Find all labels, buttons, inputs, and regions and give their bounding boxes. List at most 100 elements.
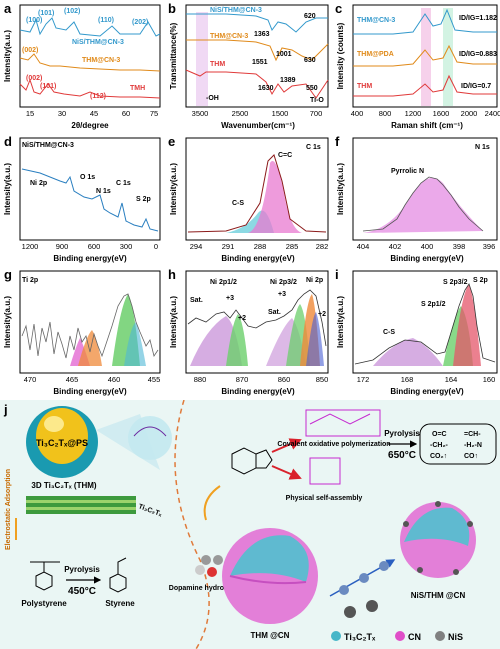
- svg-text:288: 288: [254, 242, 267, 251]
- svg-text:396: 396: [483, 242, 496, 251]
- xrd-chart: (101) (102) (100) (110) (202) (002) (002…: [3, 4, 161, 130]
- svg-text:Electrostatic Adsorption: Electrostatic Adsorption: [5, 469, 12, 550]
- svg-text:THM: THM: [357, 83, 372, 90]
- svg-text:Intensity(a.u.): Intensity(a.u.): [3, 163, 12, 215]
- svg-text:Ni 2p: Ni 2p: [30, 180, 47, 187]
- svg-text:(102): (102): [64, 8, 80, 15]
- svg-text:CO₂↑: CO₂↑: [430, 453, 447, 460]
- svg-text:THM@CN-3: THM@CN-3: [210, 33, 248, 40]
- panel-e-c1s: e C 1s C-S C=C 294 291 288 285 282 Bindi…: [166, 133, 333, 266]
- styrene-structure-icon: [109, 557, 127, 593]
- panel-letter: j: [4, 402, 8, 417]
- svg-text:THM @CN: THM @CN: [251, 631, 290, 640]
- svg-text:Styrene: Styrene: [105, 599, 135, 608]
- svg-text:Dopamine hydrochloride: Dopamine hydrochloride: [169, 585, 252, 592]
- svg-text:Intensity (counts): Intensity (counts): [336, 22, 345, 89]
- svg-text:291: 291: [222, 242, 235, 251]
- polystyrene-structure-icon: [30, 561, 60, 591]
- svg-text:Ti 2p: Ti 2p: [22, 277, 38, 284]
- svg-text:O=C: O=C: [432, 431, 447, 438]
- panel-g-ti2p: g Ti 2p 470 465 460 455 Binding energy(e…: [0, 266, 166, 400]
- svg-text:450°C: 450°C: [68, 586, 96, 597]
- svg-text:600: 600: [88, 242, 101, 251]
- svg-text:620: 620: [304, 13, 316, 20]
- svg-text:Sat.: Sat.: [268, 309, 281, 316]
- panel-letter: f: [335, 134, 340, 149]
- svg-text:282: 282: [316, 242, 329, 251]
- svg-text:NiS/THM@CN-3: NiS/THM@CN-3: [72, 39, 124, 46]
- svg-text:Wavenumber(cm⁻¹): Wavenumber(cm⁻¹): [221, 121, 295, 130]
- panel-letter: b: [168, 1, 176, 16]
- svg-text:CN: CN: [408, 632, 421, 642]
- svg-text:C 1s: C 1s: [306, 144, 321, 151]
- svg-text:700: 700: [310, 109, 323, 118]
- svg-text:(110): (110): [98, 17, 114, 24]
- svg-text:ID/IG=0.7: ID/IG=0.7: [461, 83, 491, 90]
- svg-text:Ti₃C₂Tₓ: Ti₃C₂Tₓ: [137, 503, 163, 518]
- svg-text:75: 75: [150, 109, 158, 118]
- svg-text:630: 630: [304, 57, 316, 64]
- svg-text:O 1s: O 1s: [80, 174, 95, 181]
- legend-swatch-nis: [435, 631, 445, 641]
- svg-text:(101): (101): [38, 10, 54, 17]
- svg-text:3D Ti₃C₂Tₓ (THM): 3D Ti₃C₂Tₓ (THM): [31, 481, 96, 490]
- svg-text:Intensity(a.u.): Intensity(a.u.): [169, 296, 178, 348]
- svg-text:Ni 2p1/2: Ni 2p1/2: [210, 279, 237, 286]
- panel-letter: g: [4, 267, 12, 282]
- svg-text:N 1s: N 1s: [475, 144, 490, 151]
- svg-text:850: 850: [316, 375, 329, 384]
- svg-text:404: 404: [357, 242, 370, 251]
- svg-text:=CH-: =CH-: [464, 431, 481, 438]
- thm-cn-sphere-icon: [222, 528, 318, 624]
- legend-swatch-ti3c2tx: [331, 631, 341, 641]
- svg-text:Binding energy(eV): Binding energy(eV): [53, 254, 127, 263]
- panel-d-xps-survey: d NiS/THM@CN-3 Ni 2p O 1s N 1s C 1s S 2p…: [0, 133, 166, 266]
- svg-text:C-S: C-S: [232, 200, 244, 207]
- svg-text:C-S: C-S: [383, 329, 395, 336]
- panel-c-raman: c THM@CN-3 THM@PDA THM ID/IG=1.182 ID/IG…: [333, 0, 500, 133]
- svg-text:Ti₃C₂Tₓ: Ti₃C₂Tₓ: [344, 632, 376, 642]
- svg-text:S 2p3/2: S 2p3/2: [443, 279, 468, 286]
- svg-text:160: 160: [483, 375, 496, 384]
- svg-text:Polystyrene: Polystyrene: [21, 599, 67, 608]
- svg-text:870: 870: [236, 375, 249, 384]
- xps-survey-chart: NiS/THM@CN-3 Ni 2p O 1s N 1s C 1s S 2p 1…: [3, 137, 161, 263]
- svg-text:400: 400: [421, 242, 434, 251]
- panel-letter: i: [335, 267, 339, 282]
- panel-b-ftir: b NiS/THM@CN-3 THM@CN-3 THM 620 1363 100…: [166, 0, 333, 133]
- svg-text:900: 900: [56, 242, 69, 251]
- svg-text:1200: 1200: [405, 109, 422, 118]
- ni2p-chart: Ni 2p Ni 2p1/2 Ni 2p3/2 Sat. +3 +2 Sat. …: [169, 270, 329, 396]
- svg-text:THM@CN-3: THM@CN-3: [357, 17, 395, 24]
- panel-f-n1s: f N 1s Pyrrolic N 404 402 400 398 396 Bi…: [333, 133, 500, 266]
- nis-thm-cn-sphere-icon: [400, 501, 476, 578]
- svg-text:C 1s: C 1s: [116, 180, 131, 187]
- svg-text:398: 398: [453, 242, 466, 251]
- ps-sphere-icon: [26, 406, 98, 478]
- scheme-legend: Ti₃C₂Tₓ CN NiS: [331, 631, 463, 642]
- svg-text:Sat.: Sat.: [190, 297, 203, 304]
- svg-text:1200: 1200: [22, 242, 39, 251]
- svg-text:Ni 2p: Ni 2p: [306, 277, 323, 284]
- svg-text:1389: 1389: [280, 77, 296, 84]
- svg-text:Raman shift (cm⁻¹): Raman shift (cm⁻¹): [391, 121, 463, 130]
- s2p-chart: S 2p C-S S 2p3/2 S 2p1/2 172 168 164 160…: [336, 270, 498, 396]
- svg-text:THM@CN-3: THM@CN-3: [82, 57, 120, 64]
- svg-text:880: 880: [194, 375, 207, 384]
- polydopamine-molecule-icon: [231, 447, 273, 475]
- svg-text:465: 465: [66, 375, 79, 384]
- svg-text:1630: 1630: [258, 85, 274, 92]
- svg-text:(112): (112): [90, 93, 106, 100]
- svg-text:Binding energy(eV): Binding energy(eV): [221, 254, 295, 263]
- svg-text:1001: 1001: [276, 51, 292, 58]
- svg-text:(002): (002): [22, 47, 38, 54]
- svg-text:Intensity(a.u.): Intensity(a.u.): [336, 163, 345, 215]
- panel-letter: h: [168, 267, 176, 282]
- svg-text:402: 402: [389, 242, 402, 251]
- legend-swatch-cn: [395, 631, 405, 641]
- svg-text:1551: 1551: [252, 59, 268, 66]
- c1s-chart: C 1s C-S C=C 294 291 288 285 282 Binding…: [169, 137, 329, 263]
- svg-text:Ni 2p3/2: Ni 2p3/2: [270, 279, 297, 286]
- svg-text:Physical self-assembly: Physical self-assembly: [286, 495, 363, 502]
- scheme-drawing: Ti₃C₂Tₓ@PS 3D Ti₃C₂Tₓ (THM) Ti₃C₂Tₓ Elec…: [5, 400, 497, 649]
